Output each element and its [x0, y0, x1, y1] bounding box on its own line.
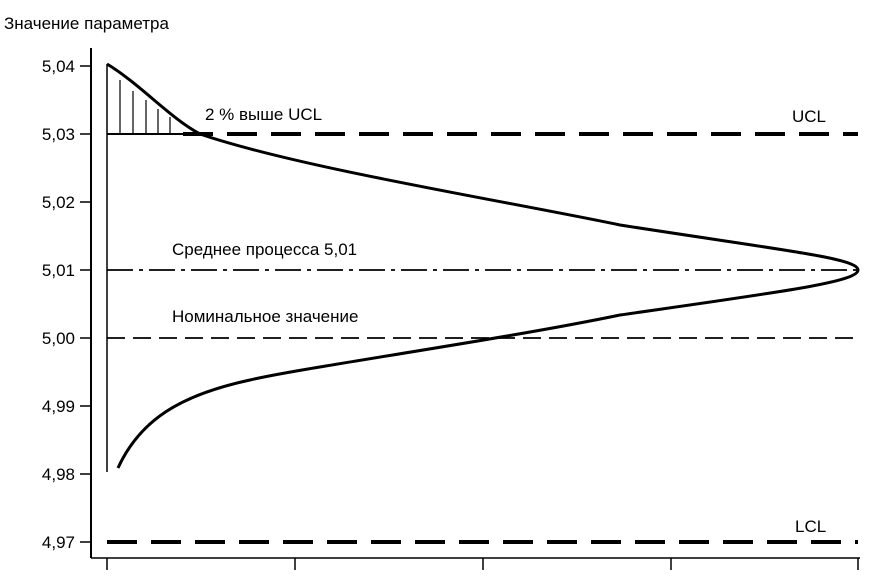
y-tick-label: 5,01 [42, 261, 75, 280]
mean-label: Среднее процесса 5,01 [172, 240, 357, 259]
y-tick-label: 4,97 [42, 533, 75, 552]
y-tick-label: 4,99 [42, 397, 75, 416]
y-tick-label: 5,04 [42, 57, 75, 76]
annotation-above-ucl: 2 % выше UCL [205, 105, 322, 124]
reference-lines [107, 132, 858, 544]
y-ticks: 5,04 5,03 5,02 5,01 5,00 4,99 4,98 4,97 [42, 57, 91, 552]
x-ticks [106, 558, 859, 570]
tail-area-hatching [107, 80, 183, 135]
y-tick-label: 5,00 [42, 329, 75, 348]
nominal-label: Номинальное значение [172, 307, 358, 326]
distribution-curve [106, 62, 860, 469]
y-axis-title: Значение параметра [4, 14, 169, 33]
lcl-label: LCL [795, 517, 826, 536]
ucl-label: UCL [792, 107, 826, 126]
y-tick-label: 4,98 [42, 465, 75, 484]
y-tick-label: 5,02 [42, 193, 75, 212]
y-tick-label: 5,03 [42, 125, 75, 144]
